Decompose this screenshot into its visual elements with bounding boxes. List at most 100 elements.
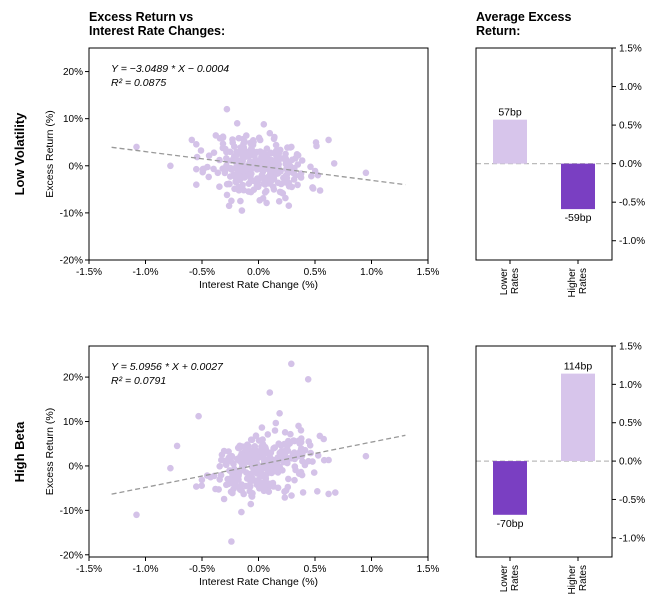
- data-point: [281, 440, 288, 448]
- data-point: [299, 457, 306, 465]
- data-point: [210, 165, 217, 173]
- y-tick-label: 0.0%: [619, 159, 642, 170]
- data-point: [235, 472, 242, 480]
- data-point: [133, 143, 140, 151]
- plot-frame: [475, 345, 613, 558]
- data-point: [309, 184, 316, 191]
- data-point: [238, 508, 245, 516]
- data-point: [276, 410, 283, 417]
- category-label-line: Rates: [578, 565, 589, 591]
- data-point: [193, 181, 200, 188]
- data-point: [238, 207, 246, 214]
- data-point: [133, 511, 140, 519]
- data-point: [223, 191, 231, 199]
- data-point: [269, 183, 277, 190]
- plot-frame: [475, 47, 613, 261]
- scatter-plot-low-volatility: -1.5% -1.0% -0.5% 0.0% 0.5% 1.0% 1.5% -20% -10% 0…: [44, 47, 440, 291]
- data-point: [258, 424, 266, 431]
- data-point: [273, 463, 280, 471]
- data-point: [205, 152, 213, 159]
- data-point: [216, 183, 223, 190]
- y-tick-label: 0.0%: [619, 457, 642, 468]
- data-point: [330, 160, 338, 167]
- y-tick-label: 1.5%: [619, 342, 642, 353]
- data-point: [282, 447, 289, 454]
- y-tick-label: 1.5%: [619, 44, 642, 55]
- data-point: [294, 181, 301, 189]
- bar: [561, 373, 595, 462]
- x-tick-label: 0.5%: [304, 564, 327, 575]
- data-point: [294, 161, 302, 168]
- data-point: [241, 443, 248, 451]
- data-point: [188, 136, 196, 144]
- bar: [493, 119, 527, 164]
- y-tick-label: 0.5%: [619, 418, 642, 429]
- y-tick-label: -20%: [60, 256, 83, 267]
- data-point: [252, 156, 259, 164]
- data-point: [204, 163, 211, 171]
- data-point: [220, 447, 228, 455]
- data-point: [298, 157, 306, 164]
- data-point: [193, 165, 200, 173]
- data-point: [332, 489, 339, 496]
- bar-data-label: 57bp: [498, 107, 522, 119]
- bar-data-label: 114bp: [564, 361, 593, 373]
- category-label: LowerRates: [499, 267, 521, 295]
- data-point: [259, 195, 267, 202]
- data-point: [290, 453, 297, 461]
- data-point: [277, 189, 285, 196]
- data-point: [274, 454, 282, 461]
- data-point: [266, 465, 274, 473]
- x-tick-label: 0.0%: [247, 564, 270, 575]
- data-point: [249, 140, 256, 148]
- data-point: [274, 158, 282, 166]
- data-point: [225, 202, 233, 210]
- scatter-plot-high-beta: -1.5% -1.0% -0.5% 0.0% 0.5% 1.0% 1.5% -20% -10% 0…: [44, 345, 440, 588]
- data-point: [283, 171, 291, 178]
- data-points: [133, 360, 370, 545]
- data-point: [223, 155, 230, 162]
- data-point: [248, 170, 255, 177]
- data-point: [267, 150, 274, 157]
- data-point: [325, 456, 332, 464]
- data-point: [229, 489, 236, 497]
- data-point: [247, 500, 255, 508]
- x-tick-label: -1.5%: [76, 564, 102, 575]
- data-point: [362, 452, 370, 460]
- data-point: [306, 442, 314, 449]
- data-point: [320, 435, 328, 443]
- data-point: [247, 177, 254, 185]
- data-point: [258, 443, 265, 451]
- data-point: [226, 475, 233, 483]
- data-point: [362, 169, 370, 177]
- data-point: [253, 175, 261, 182]
- data-point: [284, 459, 291, 467]
- data-point: [228, 157, 235, 164]
- x-axis-label: Interest Rate Change (%): [199, 576, 318, 588]
- y-tick-label: 20%: [63, 373, 83, 384]
- data-point: [263, 174, 271, 181]
- data-point: [254, 476, 262, 484]
- data-point: [225, 180, 233, 188]
- data-point: [193, 483, 200, 490]
- y-tick-label: -0.5%: [619, 495, 645, 506]
- data-point: [325, 136, 332, 144]
- data-point: [285, 179, 293, 187]
- data-point: [272, 141, 280, 149]
- data-point: [235, 444, 243, 452]
- data-point: [288, 360, 295, 368]
- data-point: [253, 166, 261, 173]
- x-tick-label: 1.5%: [417, 267, 440, 278]
- row-label-low-volatility: Low Volatility: [12, 112, 27, 196]
- data-point: [309, 458, 316, 465]
- y-tick-label: -0.5%: [619, 198, 645, 209]
- data-point: [243, 132, 250, 139]
- data-point: [210, 149, 218, 156]
- data-point: [297, 468, 305, 476]
- x-tick-label: 1.0%: [360, 564, 383, 575]
- data-point: [212, 485, 219, 493]
- data-point: [217, 471, 225, 479]
- data-point: [287, 144, 294, 151]
- data-point: [228, 197, 235, 205]
